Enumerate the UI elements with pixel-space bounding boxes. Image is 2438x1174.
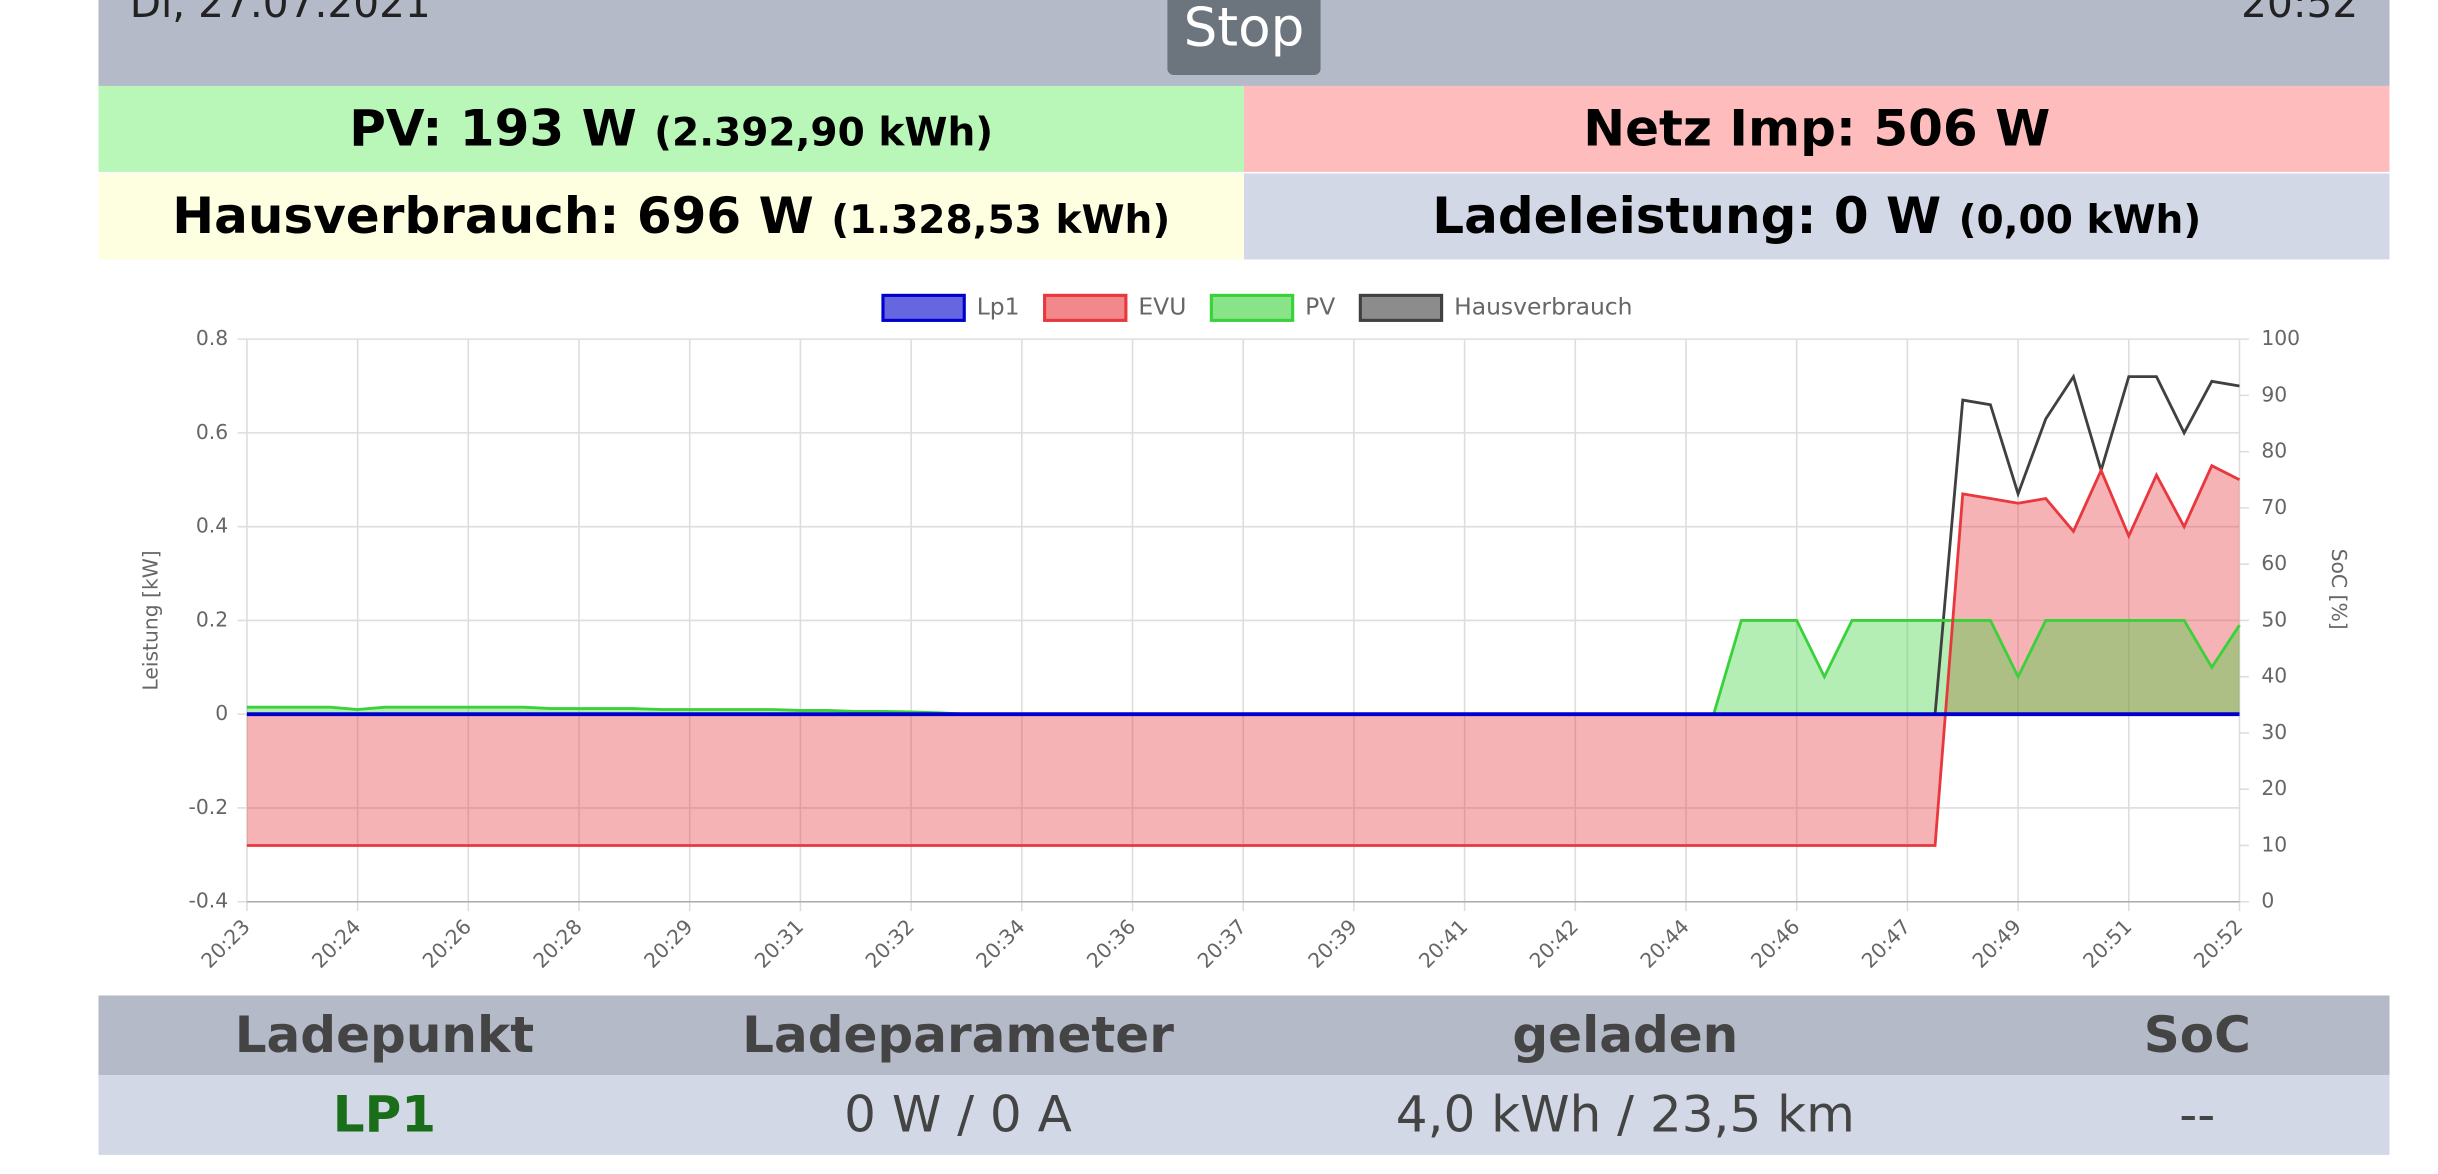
header: Di, 27.07.2021 Stop 20:52 [98,0,2390,86]
y-axis-label: Leistung [kW] [139,550,163,690]
charge-point[interactable]: LP1 [332,1084,437,1144]
y-tick-label: -0.2 [189,795,229,819]
y2-tick-label: 0 [2261,889,2274,913]
column-header: Ladepunkt [234,1004,535,1065]
charge-tile: Ladeleistung: 0 W (0,00 kWh) [1243,173,2390,260]
x-tick-label: 20:41 [1414,914,1472,972]
x-tick-label: 20:36 [1082,914,1140,972]
y2-tick-label: 90 [2261,382,2287,406]
x-tick-label: 20:23 [196,914,254,972]
tile-detail: (2.392,90 kWh) [654,109,994,155]
time: 20:52 [2241,0,2359,29]
y-tick-label: 0 [215,701,228,725]
y2-tick-label: 10 [2261,832,2287,856]
y2-tick-label: 80 [2261,439,2287,463]
y-tick-label: 0.4 [196,514,228,538]
x-tick-label: 20:32 [861,914,919,972]
y2-tick-label: 40 [2261,664,2287,688]
x-tick-label: 20:49 [1968,914,2026,972]
legend-swatch [1358,293,1444,322]
pv-tile: PV: 193 W (2.392,90 kWh) [98,85,1244,172]
y2-tick-label: 50 [2261,607,2287,631]
x-tick-label: 20:31 [750,914,808,972]
y2-tick-label: 30 [2261,720,2287,744]
x-tick-label: 20:42 [1525,914,1583,972]
x-tick-label: 20:26 [418,914,476,972]
grid-tile: Netz Imp: 506 W [1243,85,2390,172]
legend-swatch [1209,293,1295,322]
soc: -- [2179,1084,2216,1144]
y2-tick-label: 70 [2261,495,2287,519]
tile-detail: (0,00 kWh) [1958,196,2202,243]
y-tick-label: 0.2 [196,607,228,631]
charged: 4,0 kWh / 23,5 km [1395,1084,1855,1144]
y-tick-label: 0.8 [196,326,228,350]
area [246,620,2240,715]
x-tick-label: 20:34 [971,914,1029,972]
house-tile: Hausverbrauch: 696 W (1.328,53 kWh) [98,173,1244,260]
x-tick-label: 20:47 [1857,914,1915,972]
y2-tick-label: 20 [2261,776,2287,800]
table-header: Ladepunkt Ladeparameter geladen SoC [98,995,2390,1076]
series-line [246,463,2241,847]
stop-button[interactable]: Stop [1167,0,1321,76]
chart: -0.4 -0.2 0 0.2 0.4 0.6 0.8 0 10 20 30 40 50 60 70 80 90… [139,292,2351,972]
x-tick-label: 20:29 [639,914,697,972]
x-tick-label: 20:51 [2078,914,2136,972]
x-tick-label: 20:39 [1303,914,1361,972]
tile-detail: (1.328,53 kWh) [831,196,1171,243]
y2-tick-label: 60 [2261,551,2287,575]
date: Di, 27.07.2021 [129,0,431,29]
legend-swatch [1043,293,1128,322]
tile-label: PV: 193 W [349,98,637,158]
y2-tick-label: 100 [2261,326,2300,350]
column-header: SoC [2143,1004,2251,1065]
x-tick-label: 20:37 [1193,914,1251,972]
legend-label: PV [1305,292,1335,320]
legend-label: Lp1 [977,292,1020,320]
y2-axis-label: SoC [%] [2327,549,2351,630]
area [246,465,2240,846]
x-tick-label: 20:24 [307,914,365,972]
x-tick-label: 20:44 [1635,914,1693,972]
y-tick-label: 0.6 [196,420,228,444]
tile-label: Netz Imp: 506 W [1583,98,2051,158]
x-tick-label: 20:52 [2189,914,2247,972]
x-tick-label: 20:46 [1746,914,1804,972]
table-row: LP1 0 W / 0 A 4,0 kWh / 23,5 km -- [98,1075,2390,1155]
legend-swatch [881,293,966,322]
tile-label: Hausverbrauch: 696 W [172,185,814,246]
legend-label: EVU [1138,292,1186,320]
column-header: Ladeparameter [742,1004,1174,1065]
y-tick-label: -0.4 [189,889,229,913]
column-header: geladen [1512,1004,1739,1065]
legend-label: Hausverbrauch [1454,292,1632,320]
x-tick-label: 20:28 [528,914,586,972]
charge-params: 0 W / 0 A [844,1084,1072,1144]
tile-label: Ladeleistung: 0 W [1432,185,1942,246]
